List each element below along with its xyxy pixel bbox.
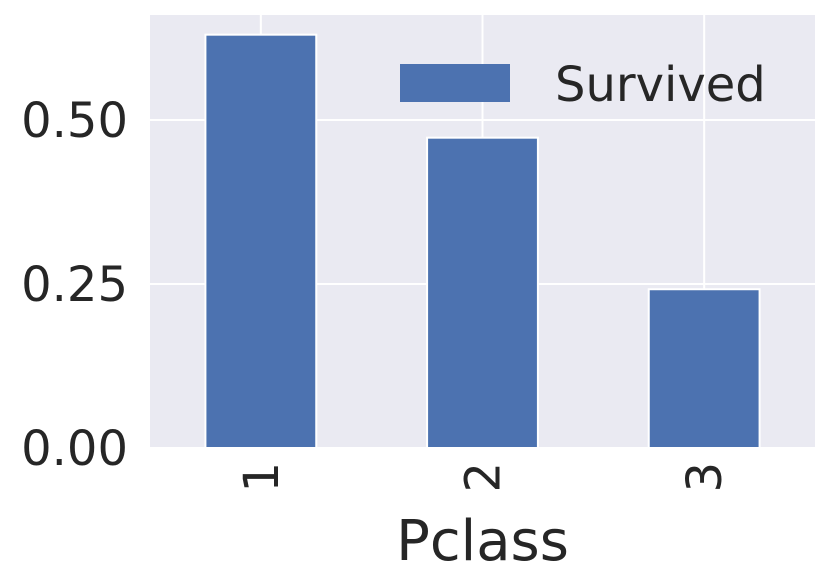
y-axis-ticks: 0.00 0.25 0.50 — [21, 93, 128, 477]
bar-pclass-3 — [647, 288, 761, 449]
x-tick-label: 1 — [234, 462, 290, 493]
bar-pclass-2 — [426, 136, 539, 450]
legend-swatch — [400, 64, 510, 102]
x-tick-label: 3 — [677, 462, 733, 493]
y-tick-label: 0.25 — [21, 257, 128, 313]
x-axis-ticks: 1 2 3 — [234, 462, 733, 493]
y-tick-label: 0.50 — [21, 93, 128, 149]
x-tick-label: 2 — [456, 462, 512, 493]
legend: Survived — [400, 57, 766, 113]
legend-label: Survived — [555, 57, 766, 113]
x-axis-label: Pclass — [396, 509, 569, 574]
y-tick-label: 0.00 — [21, 421, 128, 477]
bars — [204, 33, 761, 450]
bar-pclass-1 — [204, 33, 318, 449]
